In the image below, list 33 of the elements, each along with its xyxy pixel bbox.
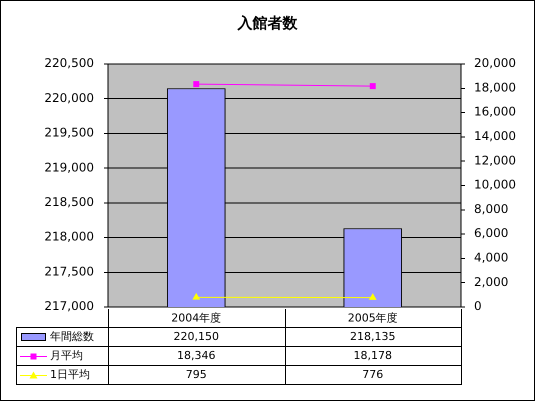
legend-label: 年間総数 bbox=[50, 330, 94, 343]
x-tick-label: 2005年度 bbox=[348, 311, 398, 324]
y-tick-label: 219,500 bbox=[44, 126, 94, 140]
y2-tick-label: 0 bbox=[474, 299, 482, 314]
y-tick-label: 217,000 bbox=[44, 299, 94, 314]
y2-tick-label: 16,000 bbox=[474, 104, 516, 119]
y2-tick-label: 4,000 bbox=[474, 250, 508, 265]
y-tick-label: 220,000 bbox=[44, 90, 94, 105]
y-tick-label: 220,500 bbox=[44, 56, 94, 70]
y2-tick-label: 10,000 bbox=[474, 178, 516, 192]
legend-label: 月平均 bbox=[50, 348, 83, 362]
point bbox=[193, 81, 200, 88]
y-tick-label: 217,500 bbox=[44, 264, 94, 278]
data-label: 218,135 bbox=[350, 330, 396, 343]
chart-title: 入館者数 bbox=[236, 14, 298, 32]
y2-tick-label: 20,000 bbox=[474, 56, 516, 70]
y2-tick-label: 2,000 bbox=[474, 274, 508, 289]
data-label: 795 bbox=[186, 368, 207, 381]
y2-tick-label: 8,000 bbox=[474, 202, 508, 216]
y-tick-label: 218,000 bbox=[44, 230, 94, 244]
y2-tick-label: 14,000 bbox=[474, 129, 516, 144]
y2-tick-label: 12,000 bbox=[474, 153, 516, 168]
y2-tick-label: 18,000 bbox=[474, 80, 516, 94]
y-tick-label: 218,500 bbox=[44, 194, 94, 209]
legend-label: 1日平均 bbox=[50, 368, 90, 381]
data-label: 18,178 bbox=[354, 348, 392, 362]
data-label: 220,150 bbox=[174, 330, 219, 343]
data-label: 18,346 bbox=[177, 348, 216, 362]
y2-tick-label: 6,000 bbox=[474, 226, 508, 240]
data-label: 776 bbox=[362, 368, 384, 381]
point bbox=[370, 83, 376, 90]
x-tick-label: 2004年度 bbox=[171, 311, 222, 324]
y-tick-label: 219,000 bbox=[44, 160, 94, 174]
